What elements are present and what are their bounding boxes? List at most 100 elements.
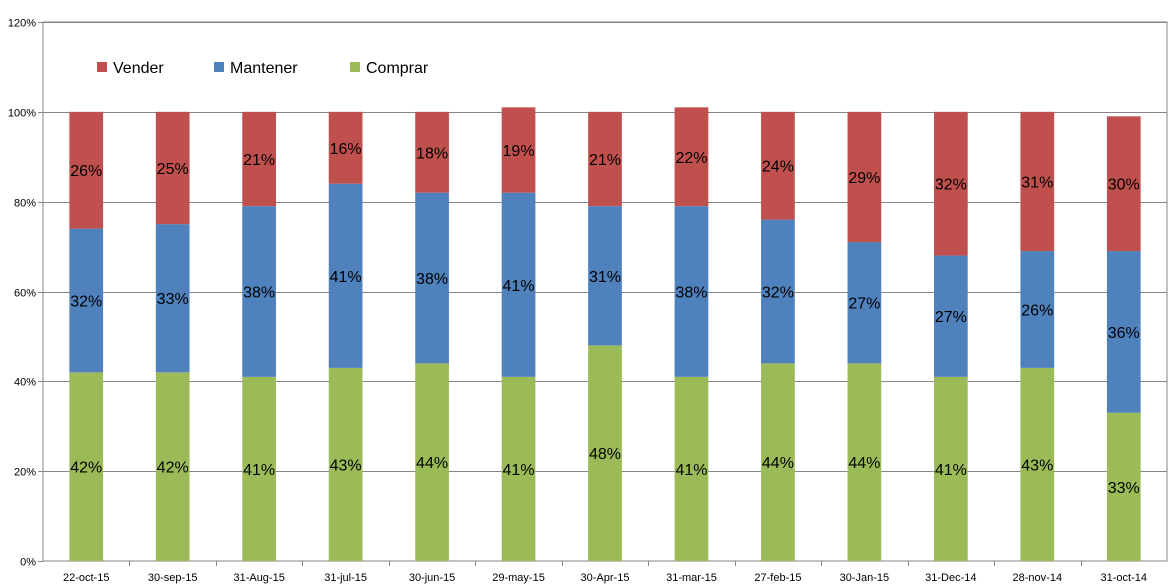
- x-tick-label: 30-sep-15: [148, 572, 198, 584]
- data-label: 36%: [1108, 325, 1140, 342]
- bar-segment-vender: [328, 111, 363, 184]
- data-label: 43%: [1021, 457, 1053, 474]
- data-label: 31%: [589, 269, 621, 286]
- x-tick-label: 30-Jan-15: [840, 572, 890, 584]
- data-label: 21%: [589, 152, 621, 169]
- y-tick-label: 120%: [8, 18, 36, 30]
- data-label: 30%: [1108, 177, 1140, 194]
- data-label: 43%: [330, 457, 362, 474]
- x-tick-label: 31-mar-15: [666, 572, 717, 584]
- x-tick-label: 29-may-15: [492, 572, 545, 584]
- data-label: 22%: [675, 150, 707, 167]
- bar-segment-comprar: [328, 367, 363, 561]
- data-label: 44%: [416, 455, 448, 472]
- data-label: 24%: [762, 159, 794, 176]
- legend-swatch-comprar: [350, 62, 360, 72]
- x-axis: 22-oct-15 30-sep-15 31-Aug-15 31-jul-15 30-j…: [63, 561, 1147, 584]
- bar-segment-vender: [1020, 111, 1055, 252]
- data-label: 26%: [70, 163, 102, 180]
- data-label: 42%: [70, 460, 102, 477]
- y-axis: 0% 20% 40% 60% 80% 100% 120%: [8, 18, 43, 569]
- bar-segment-mantener: [761, 219, 795, 364]
- bar-segment-vender: [761, 111, 795, 220]
- bar-segment-comprar: [588, 345, 622, 561]
- bar-segment-comprar: [1020, 367, 1055, 561]
- data-label: 32%: [935, 177, 967, 194]
- data-label: 44%: [848, 455, 880, 472]
- bar-segment-comprar: [674, 376, 709, 561]
- data-label: 41%: [675, 462, 707, 479]
- data-label: 29%: [848, 170, 880, 187]
- data-label: 41%: [935, 462, 967, 479]
- y-tick-label: 40%: [14, 377, 36, 389]
- data-label: 26%: [1021, 302, 1053, 319]
- bar-segment-mantener: [1020, 251, 1055, 368]
- data-label: 31%: [1021, 174, 1053, 191]
- bar-segment-mantener: [588, 206, 622, 346]
- bar-segment-comprar: [933, 376, 968, 561]
- bar-segment-mantener: [847, 242, 882, 364]
- y-tick-label: 20%: [14, 467, 36, 479]
- bar-segment-mantener: [933, 255, 968, 377]
- bar-segment-vender: [69, 111, 104, 229]
- data-label: 19%: [503, 143, 535, 160]
- x-tick-label: 31-jul-15: [324, 572, 367, 584]
- x-tick-label: 28-nov-14: [1013, 572, 1063, 584]
- legend-label-vender: Vender: [113, 60, 164, 77]
- data-label: 21%: [243, 152, 275, 169]
- bar-segment-vender: [501, 107, 536, 193]
- bar-segment-vender: [674, 107, 709, 207]
- bar-segment-comprar: [69, 372, 104, 561]
- data-label: 42%: [157, 460, 189, 477]
- bar-segment-comprar: [761, 363, 795, 561]
- x-tick-label: 27-feb-15: [754, 572, 801, 584]
- y-tick-label: 80%: [14, 198, 36, 210]
- data-label: 38%: [243, 285, 275, 302]
- bar-segment-comprar: [155, 372, 190, 561]
- bar-segment-vender: [415, 111, 449, 193]
- x-tick-label: 31-oct-14: [1101, 572, 1147, 584]
- legend-swatch-vender: [97, 62, 107, 72]
- bar-segment-mantener: [242, 206, 277, 377]
- bar-segment-comprar: [242, 376, 277, 561]
- data-label: 16%: [330, 141, 362, 158]
- x-tick-label: 30-Apr-15: [581, 572, 630, 584]
- bar-segment-comprar: [847, 363, 882, 561]
- data-label: 38%: [675, 285, 707, 302]
- y-tick-label: 0%: [20, 557, 36, 569]
- y-tick-label: 100%: [8, 108, 36, 120]
- bar-segment-vender: [933, 111, 968, 256]
- data-label: 41%: [330, 269, 362, 286]
- bar-segment-comprar: [1106, 412, 1141, 561]
- data-label: 41%: [243, 462, 275, 479]
- data-label: 27%: [848, 296, 880, 313]
- data-label: 33%: [157, 291, 189, 308]
- data-label: 44%: [762, 455, 794, 472]
- x-tick-label: 30-jun-15: [409, 572, 455, 584]
- bar-segment-mantener: [328, 183, 363, 368]
- legend: Vender Mantener Comprar: [97, 60, 429, 77]
- data-label: 32%: [762, 285, 794, 302]
- bar-segment-mantener: [501, 192, 536, 377]
- y-tick-label: 60%: [14, 288, 36, 300]
- data-label: 33%: [1108, 480, 1140, 497]
- bar-segment-vender: [588, 111, 622, 207]
- data-label: 25%: [157, 161, 189, 178]
- legend-label-comprar: Comprar: [366, 60, 429, 77]
- data-label: 38%: [416, 271, 448, 288]
- x-tick-label: 31-Dec-14: [925, 572, 976, 584]
- bar-segment-mantener: [1106, 251, 1141, 413]
- data-label: 48%: [589, 446, 621, 463]
- bar-segment-vender: [1106, 116, 1141, 252]
- bar-segment-comprar: [501, 376, 536, 561]
- data-label: 27%: [935, 309, 967, 326]
- bar-segment-vender: [242, 111, 277, 207]
- data-label: 41%: [503, 278, 535, 295]
- x-tick-label: 22-oct-15: [63, 572, 109, 584]
- x-tick-label: 31-Aug-15: [233, 572, 284, 584]
- data-label: 41%: [503, 462, 535, 479]
- bar-segment-vender: [155, 111, 190, 225]
- bars: 42% 32% 26% 42% 33% 25% 41% 38% 21% 43% 41% 16% 44% 3…: [69, 107, 1141, 561]
- bar-segment-mantener: [415, 192, 449, 364]
